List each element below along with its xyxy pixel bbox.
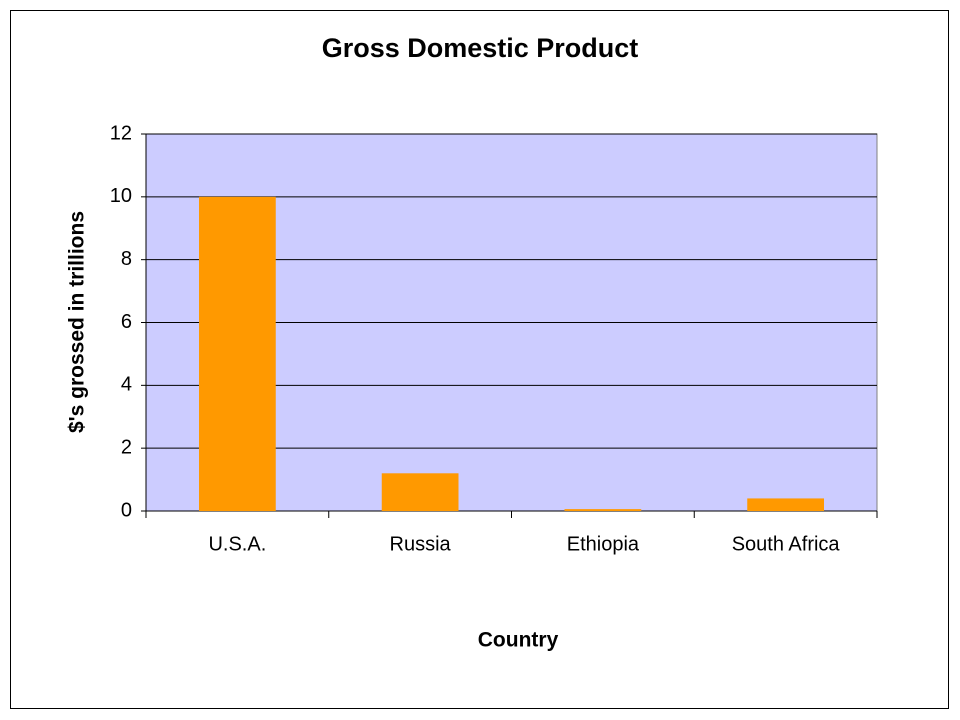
x-axis-title: Country [478, 629, 559, 652]
x-tick-label: U.S.A. [208, 533, 266, 555]
bar [198, 196, 276, 512]
y-tick-label: 4 [121, 374, 132, 396]
y-tick-label: 10 [110, 185, 132, 207]
y-tick-label: 0 [121, 499, 132, 521]
y-tick-label: 12 [110, 122, 132, 144]
y-tick-label: 6 [121, 311, 132, 333]
chart-title: Gross Domestic Product [322, 33, 639, 63]
y-tick-label: 2 [121, 436, 132, 458]
bar [747, 498, 825, 511]
x-tick-label: Russia [390, 533, 452, 555]
y-axis-title: $'s grossed in trillions [66, 211, 89, 433]
y-tick-label: 8 [121, 248, 132, 270]
bar [564, 509, 642, 511]
x-tick-label: Ethiopia [567, 533, 640, 555]
x-tick-label: South Africa [732, 533, 841, 555]
bar [381, 473, 459, 511]
